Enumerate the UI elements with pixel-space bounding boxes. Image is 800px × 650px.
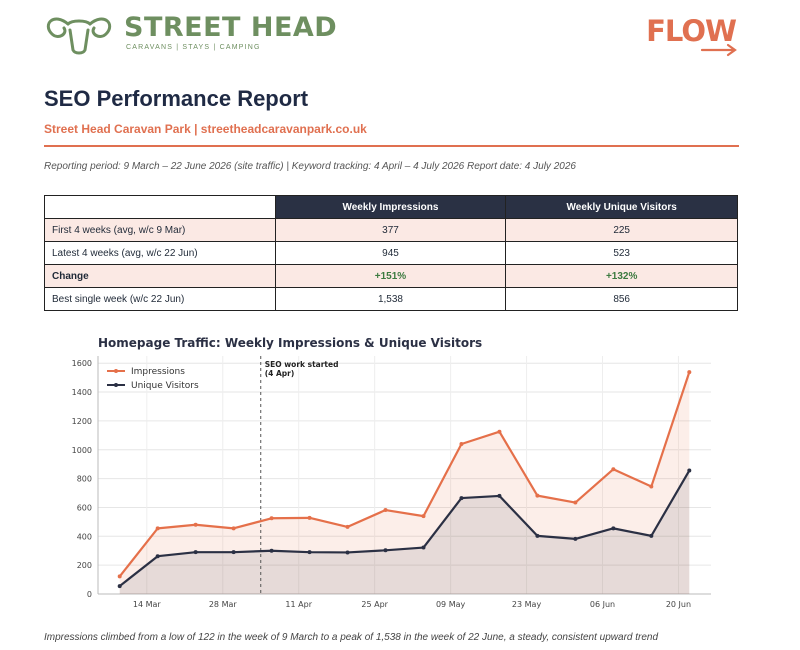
data-point (535, 493, 540, 498)
x-tick-label: 09 May (436, 600, 466, 609)
row-label: Best single week (w/c 22 Jun) (44, 287, 276, 311)
data-point (155, 526, 160, 531)
flow-logo: FLOW (646, 14, 737, 48)
report-meta: Reporting period: 9 March – 22 June 2026… (44, 161, 576, 172)
y-tick-label: 800 (77, 475, 92, 484)
data-point (383, 508, 388, 513)
table-row: Change +151% +132% (44, 264, 738, 288)
series-area (119, 470, 690, 594)
data-point (535, 533, 540, 538)
brand-name: STREET HEAD (124, 12, 338, 43)
kpi-table: Weekly Impressions Weekly Unique Visitor… (44, 195, 738, 311)
impressions-change: +151% (274, 264, 507, 288)
data-point (611, 467, 616, 472)
annotation-label: SEO work started (265, 360, 339, 369)
data-point (307, 515, 312, 520)
x-tick-label: 14 Mar (133, 600, 162, 609)
legend-label: Unique Visitors (131, 381, 199, 391)
annotation-label: (4 Apr) (265, 369, 295, 378)
page-title: SEO Performance Report (44, 86, 309, 111)
row-label: First 4 weeks (avg, w/c 9 Mar) (44, 218, 276, 242)
legend-marker (114, 383, 118, 387)
visitors-value: 856 (505, 287, 738, 311)
data-point (117, 574, 122, 579)
legend-label: Impressions (131, 367, 185, 377)
street-head-logo: STREET HEAD CARAVANS | STAYS | CAMPING (44, 8, 337, 58)
x-tick-label: 20 Jun (666, 600, 691, 609)
impressions-value: 1,538 (274, 287, 507, 311)
series-line (119, 469, 691, 587)
data-point (269, 516, 274, 521)
data-point (459, 441, 464, 446)
x-tick-label: 25 Apr (361, 600, 388, 609)
visitors-value: 225 (505, 218, 738, 242)
table-row: First 4 weeks (avg, w/c 9 Mar) 377 225 (44, 218, 738, 242)
table-header-row: Weekly Impressions Weekly Unique Visitor… (44, 195, 738, 219)
data-point (421, 545, 426, 550)
table-corner-cell (44, 195, 276, 219)
x-tick-label: 11 Apr (285, 600, 312, 609)
data-point (611, 526, 616, 531)
data-point (193, 522, 198, 527)
impressions-value: 377 (274, 218, 507, 242)
data-point (497, 493, 502, 498)
column-header: Weekly Impressions (274, 195, 507, 219)
data-point (155, 554, 160, 559)
divider (44, 145, 739, 147)
table-row: Best single week (w/c 22 Jun) 1,538 856 (44, 287, 738, 311)
series-area (119, 372, 690, 594)
data-point (269, 548, 274, 553)
impressions-value: 945 (274, 241, 507, 265)
data-point (687, 370, 692, 375)
traffic-line-chart: Homepage Traffic: Weekly Impressions & U… (72, 336, 711, 609)
data-point (649, 484, 654, 489)
data-point (193, 550, 198, 555)
series-line (118, 371, 691, 578)
data-point (573, 500, 578, 505)
x-tick-label: 06 Jun (590, 600, 615, 609)
data-point (345, 524, 350, 529)
ram-head-icon (46, 17, 112, 55)
column-header: Weekly Unique Visitors (505, 195, 738, 219)
data-point (421, 514, 426, 519)
visitors-value: 523 (505, 241, 738, 265)
data-point (117, 584, 122, 589)
data-point (573, 536, 578, 541)
table-row: Latest 4 weeks (avg, w/c 22 Jun) 945 523 (44, 241, 738, 265)
report-header: STREET HEAD CARAVANS | STAYS | CAMPING F… (44, 8, 744, 58)
arrow-icon (700, 43, 737, 57)
y-tick-label: 600 (77, 503, 92, 512)
brand-tagline: CARAVANS | STAYS | CAMPING (126, 44, 261, 51)
data-point (345, 550, 350, 555)
y-tick-label: 0 (87, 590, 92, 599)
y-tick-label: 1400 (72, 388, 92, 397)
y-tick-label: 200 (77, 561, 92, 570)
row-label: Change (44, 264, 276, 288)
x-tick-label: 23 May (512, 600, 542, 609)
data-point (459, 496, 464, 501)
data-point (383, 548, 388, 553)
y-tick-label: 1600 (72, 359, 92, 368)
data-point (649, 533, 654, 538)
report-subtitle: Street Head Caravan Park | streetheadcar… (44, 122, 367, 136)
data-point (307, 550, 312, 555)
data-point (497, 429, 502, 434)
chart-title: Homepage Traffic: Weekly Impressions & U… (98, 336, 482, 350)
data-point (231, 550, 236, 555)
chart-caption: Impressions climbed from a low of 122 in… (44, 632, 659, 643)
y-tick-label: 1200 (72, 417, 92, 426)
visitors-change: +132% (505, 264, 738, 288)
data-point (231, 526, 236, 531)
y-tick-label: 400 (77, 532, 92, 541)
row-label: Latest 4 weeks (avg, w/c 22 Jun) (44, 241, 276, 265)
legend-marker (114, 369, 118, 373)
x-tick-label: 28 Mar (209, 600, 238, 609)
data-point (687, 468, 692, 473)
y-tick-label: 1000 (72, 446, 92, 455)
